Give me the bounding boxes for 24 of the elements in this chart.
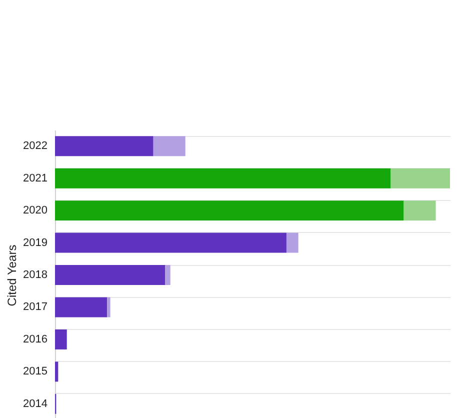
y-tick-label: 2018 — [23, 269, 48, 281]
bar — [286, 232, 298, 253]
bar — [55, 329, 67, 350]
bar — [55, 265, 166, 285]
bar — [55, 168, 391, 188]
bar — [165, 265, 170, 285]
y-tick-label: 2019 — [23, 236, 48, 249]
y-tick-label: 2017 — [23, 301, 48, 314]
bar — [404, 200, 436, 221]
y-tick-label: 2022 — [23, 140, 48, 152]
y-tick-label: 2021 — [23, 172, 48, 184]
y-axis-title: Cited Years — [5, 244, 20, 306]
bar — [55, 232, 286, 253]
bar — [55, 362, 58, 382]
y-tick-label: 2016 — [23, 333, 48, 346]
bar — [153, 136, 186, 156]
y-tick-label: 2014 — [23, 398, 48, 410]
y-tick-label: 2020 — [23, 204, 48, 217]
y-tick-label: 2015 — [23, 366, 48, 378]
bar — [55, 297, 108, 318]
bar — [55, 136, 154, 156]
bar — [107, 297, 110, 318]
bar — [55, 200, 404, 221]
bar — [390, 168, 450, 188]
